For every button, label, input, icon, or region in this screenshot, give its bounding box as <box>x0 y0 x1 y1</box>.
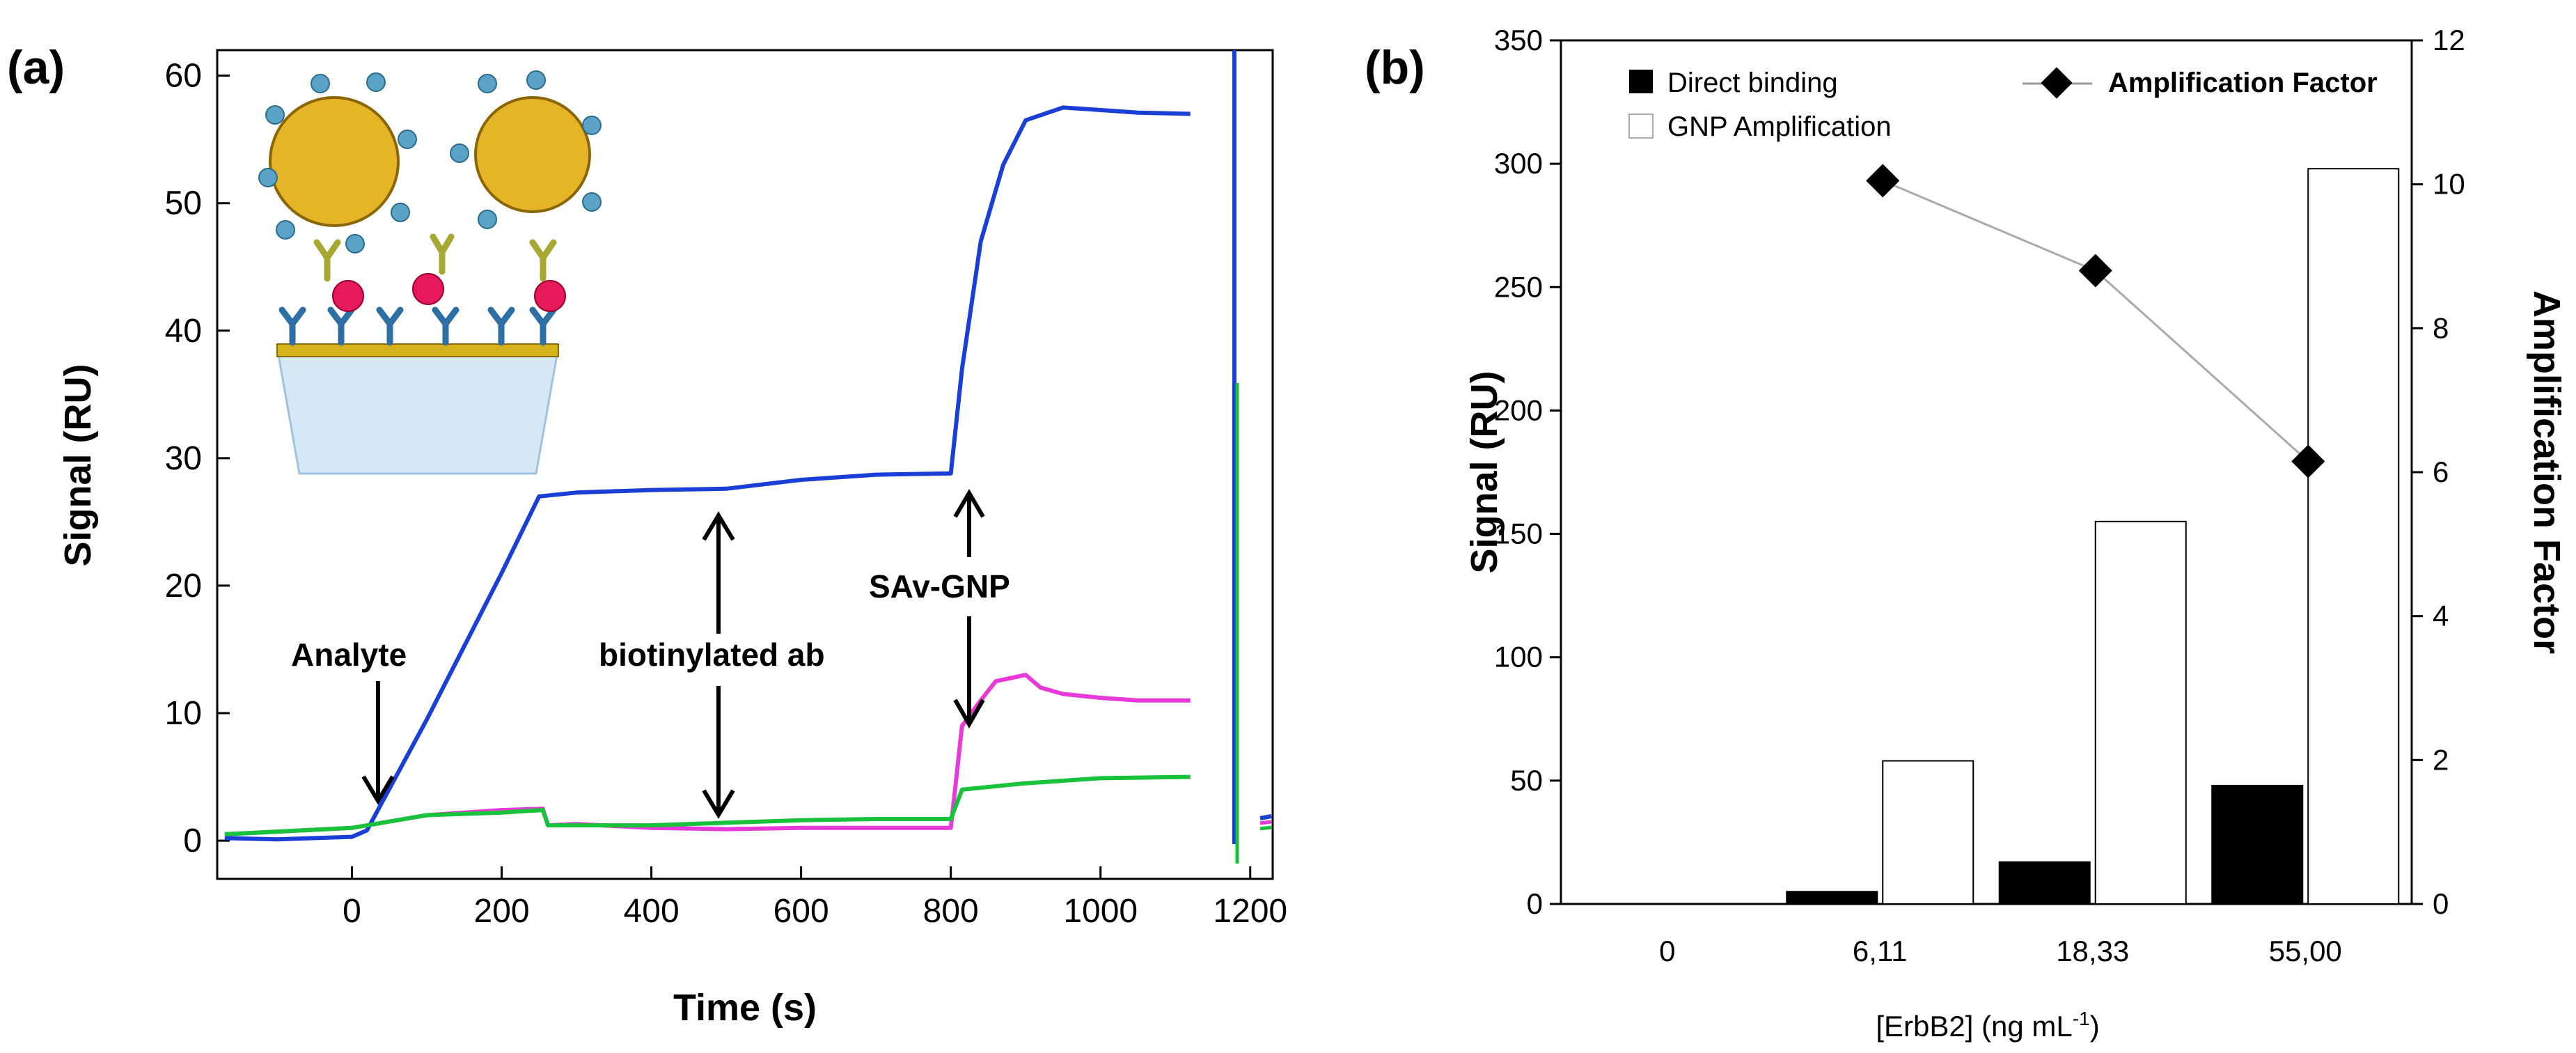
y-tick-label: 60 <box>165 58 202 95</box>
chart-legend: Direct binding GNP Amplification Amplifi… <box>1628 67 2378 142</box>
panel-a-series <box>224 105 1191 842</box>
y-tick-label: 150 <box>1494 517 1543 550</box>
analyte-molecule <box>332 280 364 312</box>
panel-b-plot-frame <box>1560 39 2413 905</box>
panel-a-plot: 0 10 20 30 40 50 60 0 200 400 600 800 1000 1200 <box>165 49 1287 930</box>
y2-tick-label: 8 <box>2433 311 2449 344</box>
y-tick-label: 0 <box>183 822 202 859</box>
y-tick-label: 350 <box>1494 24 1543 56</box>
panel-b-x-axis-label: [ErbB2] (ng mL-1) <box>1876 1008 2099 1043</box>
sensor-schematic-inset <box>258 70 602 475</box>
legend-gnp-swatch <box>1628 114 1654 139</box>
amplification-factor-series <box>1866 164 2325 478</box>
legend-direct-swatch <box>1629 70 1653 93</box>
x-tick-label: 800 <box>923 893 979 930</box>
bar-gnp-amplification <box>2307 168 2400 905</box>
y-tick-label: 100 <box>1494 641 1543 673</box>
analyte-molecule <box>412 273 444 305</box>
y-tick-label: 20 <box>165 568 202 604</box>
y-tick-label: 200 <box>1494 393 1543 426</box>
y-tick-label: 0 <box>1527 887 1543 920</box>
gold-nanoparticle <box>269 96 400 227</box>
bar-direct-binding <box>1998 861 2091 905</box>
y-tick-label: 50 <box>165 185 202 222</box>
gold-film <box>276 343 559 357</box>
biotinylated-ab-arrow-up <box>702 511 735 634</box>
y-tick-label: 10 <box>165 695 202 732</box>
y-tick-label: 40 <box>165 313 202 350</box>
x-tick-label: 1200 <box>1213 893 1287 930</box>
panel-a-label: (a) <box>7 41 65 94</box>
prism-shape <box>277 354 558 475</box>
panel-a-x-ticks: 0 200 400 600 800 1000 1200 <box>343 866 1287 930</box>
amplification-factor-point <box>1866 164 1900 198</box>
y-tick-label: 300 <box>1494 147 1543 180</box>
x-tick-label: 55,00 <box>2269 935 2342 967</box>
y2-tick-label: 0 <box>2433 887 2449 920</box>
bar-gnp-amplification <box>2094 520 2187 905</box>
panel-b-right-y-axis-label: Amplification Factor <box>2526 290 2568 654</box>
x-axis-label-end: ) <box>2090 1010 2100 1043</box>
panel-b-label: (b) <box>1365 41 1425 94</box>
amplification-factor-point <box>2291 444 2325 478</box>
y2-tick-label: 2 <box>2433 743 2449 776</box>
panel-b-plot: 0 50 100 150 200 250 300 350 0 2 4 6 8 10 12 0 6,11 18,… <box>1494 24 2465 967</box>
x-tick-label: 0 <box>1659 935 1675 967</box>
panel-b-y-axis-label: Signal (RU) <box>1463 371 1505 574</box>
sav-gnp-arrow-up <box>953 489 985 557</box>
post-run-traces <box>1259 814 1272 831</box>
y-tick-label: 250 <box>1494 270 1543 303</box>
panel-b-x-ticks: 0 6,11 18,33 55,00 <box>1659 935 2342 967</box>
y2-tick-label: 12 <box>2433 24 2465 56</box>
x-axis-label-main: [ErbB2] (ng mL <box>1876 1010 2072 1043</box>
x-tick-label: 6,11 <box>1853 935 1908 967</box>
bar-gnp-amplification <box>1882 760 1974 905</box>
panel-a-y-axis-label: Signal (RU) <box>57 364 99 567</box>
x-tick-label: 18,33 <box>2056 935 2129 967</box>
x-tick-label: 1000 <box>1063 893 1138 930</box>
y2-tick-label: 4 <box>2433 600 2449 632</box>
y-tick-label: 30 <box>165 440 202 477</box>
detection-antibodies <box>313 233 557 282</box>
analyte-arrow <box>361 681 395 805</box>
gold-nanoparticle <box>474 96 591 213</box>
sav-gnp-arrow-down <box>953 616 985 729</box>
y2-tick-label: 6 <box>2433 455 2449 488</box>
x-tick-label: 600 <box>773 893 829 930</box>
panel-a-y-ticks: 0 10 20 30 40 50 60 <box>165 58 230 859</box>
sensorgram-blue <box>224 105 1191 842</box>
legend-direct-label: Direct binding <box>1667 68 1838 98</box>
panel-b-right-y-ticks: 0 2 4 6 8 10 12 <box>2412 24 2465 920</box>
analyte-annotation: Analyte <box>291 637 407 673</box>
panel-a-x-axis-label: Time (s) <box>673 987 817 1029</box>
biotinylated-ab-arrow-down <box>702 686 735 819</box>
x-axis-label-superscript: -1 <box>2073 1008 2090 1029</box>
biotinylated-ab-annotation: biotinylated ab <box>599 637 825 673</box>
analyte-molecule <box>534 280 566 312</box>
x-tick-label: 200 <box>474 893 530 930</box>
x-tick-label: 0 <box>343 893 361 930</box>
panel-b-left-y-ticks: 0 50 100 150 200 250 300 350 <box>1494 24 1561 920</box>
bar-direct-binding <box>1786 891 1878 905</box>
y2-tick-label: 10 <box>2433 168 2465 201</box>
capture-antibodies <box>278 306 557 346</box>
bar-direct-binding <box>2211 784 2304 905</box>
y-tick-label: 50 <box>1510 764 1543 797</box>
x-tick-label: 400 <box>624 893 680 930</box>
legend-factor-label: Amplification Factor <box>2108 68 2378 98</box>
streptavidin-ligands <box>258 70 602 254</box>
legend-gnp-label: GNP Amplification <box>1667 111 1892 142</box>
sav-gnp-annotation: SAv-GNP <box>869 568 1010 604</box>
sensorgram-green <box>224 774 1191 836</box>
sensorgram-magenta <box>224 673 1191 836</box>
panel-b-bars <box>1786 168 2400 905</box>
